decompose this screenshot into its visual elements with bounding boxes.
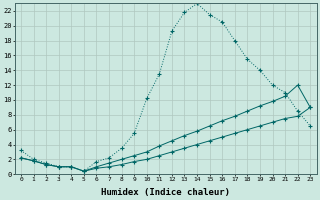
- X-axis label: Humidex (Indice chaleur): Humidex (Indice chaleur): [101, 188, 230, 197]
